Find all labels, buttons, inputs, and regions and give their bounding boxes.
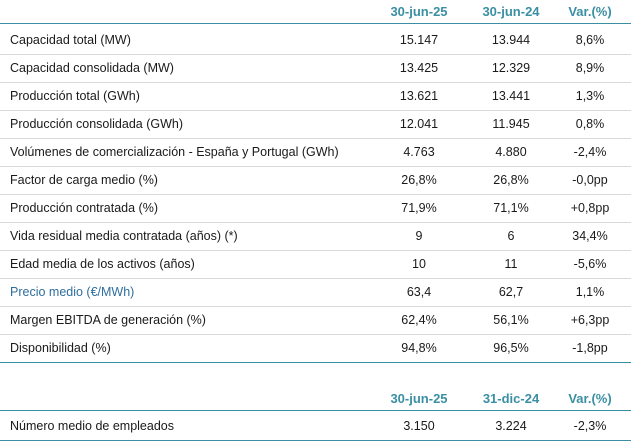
table-row: Número medio de empleados 3.150 3.224 -2… <box>0 413 631 441</box>
table-row: Producción contratada (%) 71,9% 71,1% +0… <box>0 195 631 223</box>
row-value-col1: 4.763 <box>403 145 435 159</box>
row-value-col2: 96,5% <box>493 341 529 355</box>
row-label: Producción consolidada (GWh) <box>10 117 183 131</box>
row-label: Vida residual media contratada (años) (*… <box>10 229 238 243</box>
row-value-col1: 12.041 <box>399 117 439 131</box>
table1-header: 30-jun-25 30-jun-24 Var.(%) <box>0 2 631 24</box>
row-value-col2: 13.944 <box>491 33 531 47</box>
table-row: Producción total (GWh) 13.621 13.441 1,3… <box>0 83 631 111</box>
row-divider <box>0 222 631 223</box>
row-value-col1: 13.425 <box>399 61 439 75</box>
row-divider <box>0 250 631 251</box>
row-divider <box>0 278 631 279</box>
row-value-col1: 10 <box>412 257 426 271</box>
table-row: Precio medio (€/MWh) 63,4 62,7 1,1% <box>0 279 631 307</box>
row-value-col2: 71,1% <box>493 201 529 215</box>
table-row: Capacidad consolidada (MW) 13.425 12.329… <box>0 55 631 83</box>
row-value-col1: 3.150 <box>403 419 435 433</box>
table-row: Disponibilidad (%) 94,8% 96,5% -1,8pp <box>0 335 631 363</box>
header-rule <box>0 409 631 411</box>
row-divider <box>0 306 631 307</box>
table2-header: 30-jun-25 31-dic-24 Var.(%) <box>0 389 631 411</box>
row-label: Capacidad total (MW) <box>10 33 131 47</box>
row-value-col2: 4.880 <box>495 145 527 159</box>
row-label: Número medio de empleados <box>10 419 174 433</box>
row-value-col3: 8,9% <box>575 61 605 75</box>
row-value-col3: -2,4% <box>573 145 607 159</box>
table1-header-col3: Var.(%) <box>568 4 612 19</box>
row-value-col3: +6,3pp <box>570 313 610 327</box>
row-value-col3: 0,8% <box>575 117 605 131</box>
row-value-col3: 8,6% <box>575 33 605 47</box>
row-value-col3: 1,3% <box>575 89 605 103</box>
row-value-col2: 6 <box>507 229 515 243</box>
row-label: Factor de carga medio (%) <box>10 173 158 187</box>
row-label: Edad media de los activos (años) <box>10 257 195 271</box>
table2-header-col1: 30-jun-25 <box>390 391 448 406</box>
row-value-col3: -2,3% <box>573 419 607 433</box>
row-value-col3: -5,6% <box>573 257 607 271</box>
table-row: Producción consolidada (GWh) 12.041 11.9… <box>0 111 631 139</box>
row-value-col1: 63,4 <box>406 285 432 299</box>
row-value-col1: 62,4% <box>401 313 437 327</box>
table2-header-col3: Var.(%) <box>568 391 612 406</box>
row-value-col1: 15.147 <box>399 33 439 47</box>
row-divider <box>0 439 631 441</box>
table-row: Vida residual media contratada (años) (*… <box>0 223 631 251</box>
row-value-col2: 11 <box>504 257 518 271</box>
table-row: Capacidad total (MW) 15.147 13.944 8,6% <box>0 27 631 55</box>
row-value-col2: 26,8% <box>493 173 529 187</box>
row-divider <box>0 110 631 111</box>
table-row: Factor de carga medio (%) 26,8% 26,8% -0… <box>0 167 631 195</box>
row-value-col1: 26,8% <box>401 173 437 187</box>
row-value-col1: 9 <box>415 229 423 243</box>
row-label: Producción contratada (%) <box>10 201 158 215</box>
row-divider <box>0 334 631 335</box>
row-value-col2: 3.224 <box>495 419 527 433</box>
row-divider <box>0 361 631 363</box>
table2-header-col2: 31-dic-24 <box>482 391 540 406</box>
row-value-col2: 62,7 <box>498 285 524 299</box>
row-value-col2: 13.441 <box>491 89 531 103</box>
header-rule <box>0 22 631 24</box>
row-value-col1: 71,9% <box>401 201 437 215</box>
row-value-col3: -1,8pp <box>572 341 608 355</box>
row-label: Precio medio (€/MWh) <box>10 285 135 299</box>
row-divider <box>0 54 631 55</box>
row-label: Disponibilidad (%) <box>10 341 111 355</box>
row-value-col2: 12.329 <box>491 61 531 75</box>
row-value-col1: 94,8% <box>401 341 437 355</box>
row-value-col3: -0,0pp <box>572 173 608 187</box>
table1-header-col2: 30-jun-24 <box>482 4 540 19</box>
row-label: Capacidad consolidada (MW) <box>10 61 174 75</box>
row-value-col3: 1,1% <box>575 285 605 299</box>
table-row: Volúmenes de comercialización - España y… <box>0 139 631 167</box>
row-label: Volúmenes de comercialización - España y… <box>10 145 339 159</box>
row-divider <box>0 82 631 83</box>
table1-header-col1: 30-jun-25 <box>390 4 448 19</box>
row-divider <box>0 138 631 139</box>
row-divider <box>0 166 631 167</box>
row-value-col2: 56,1% <box>493 313 529 327</box>
row-value-col3: 34,4% <box>572 229 608 243</box>
table-row: Edad media de los activos (años) 10 11 -… <box>0 251 631 279</box>
row-value-col1: 13.621 <box>399 89 439 103</box>
row-value-col3: +0,8pp <box>570 201 610 215</box>
row-label: Producción total (GWh) <box>10 89 140 103</box>
row-value-col2: 11.945 <box>492 117 530 131</box>
table-row: Margen EBITDA de generación (%) 62,4% 56… <box>0 307 631 335</box>
row-label: Margen EBITDA de generación (%) <box>10 313 206 327</box>
row-divider <box>0 194 631 195</box>
